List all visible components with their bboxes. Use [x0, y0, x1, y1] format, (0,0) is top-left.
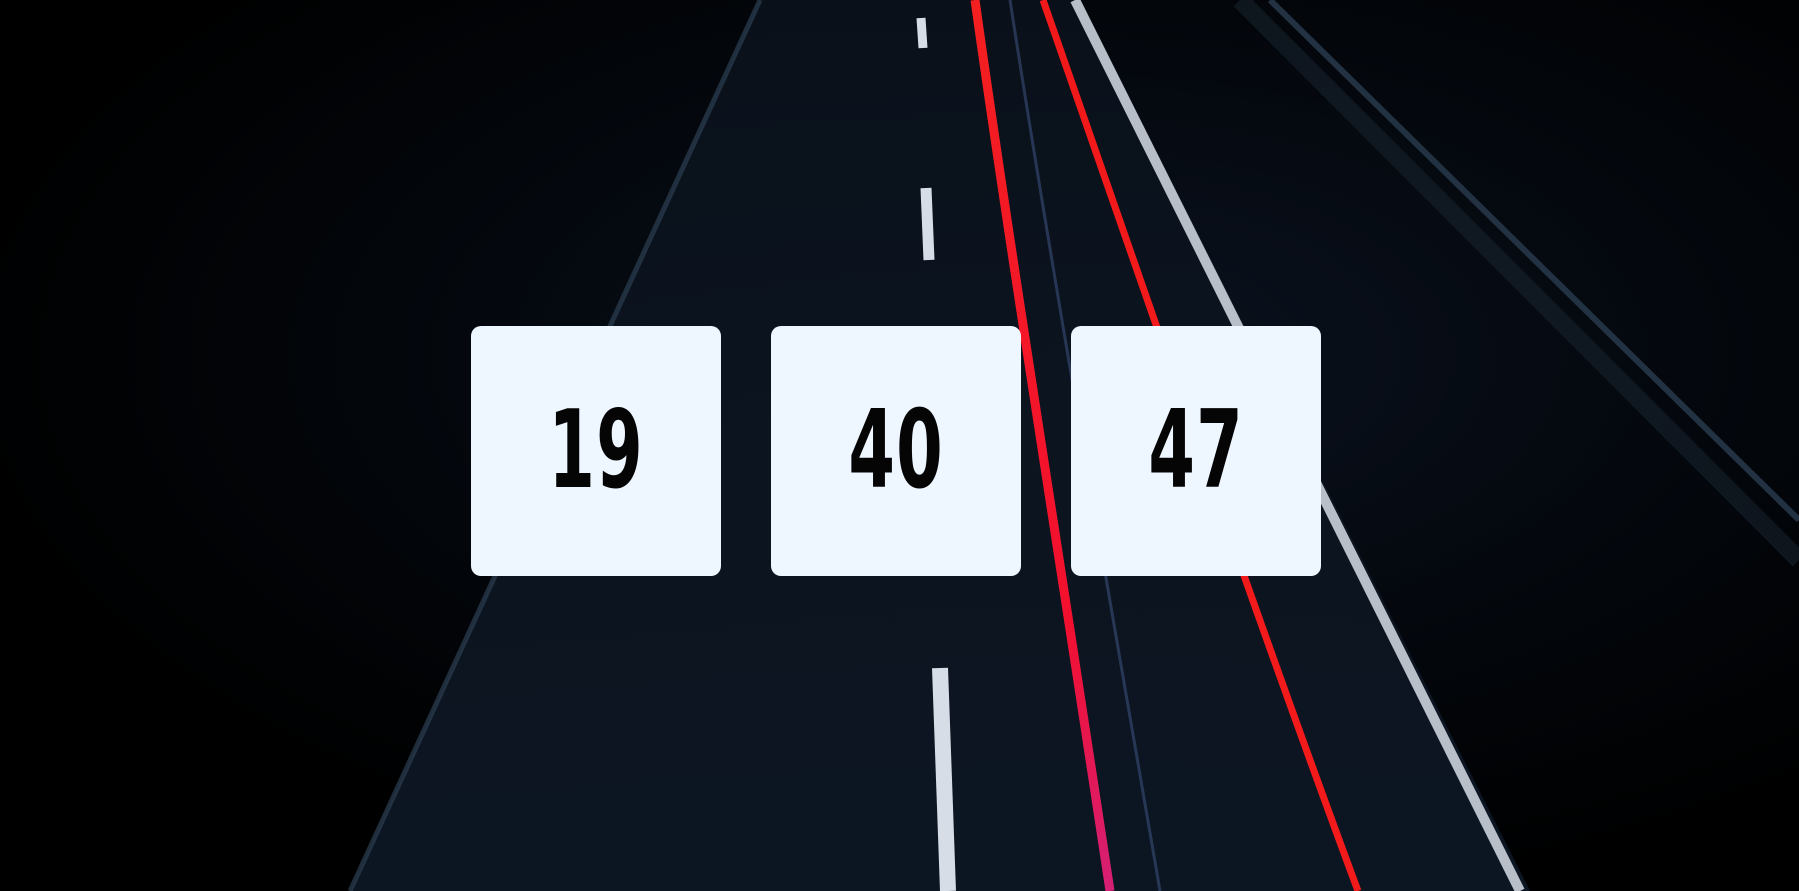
minutes-tile: 40 — [771, 326, 1021, 576]
hours-tile: 19 — [471, 326, 721, 576]
digital-clock: 19 40 47 — [471, 326, 1321, 576]
seconds-tile: 47 — [1071, 326, 1321, 576]
hours-value: 19 — [548, 388, 644, 513]
minutes-value: 40 — [848, 388, 944, 513]
seconds-value: 47 — [1148, 388, 1244, 513]
